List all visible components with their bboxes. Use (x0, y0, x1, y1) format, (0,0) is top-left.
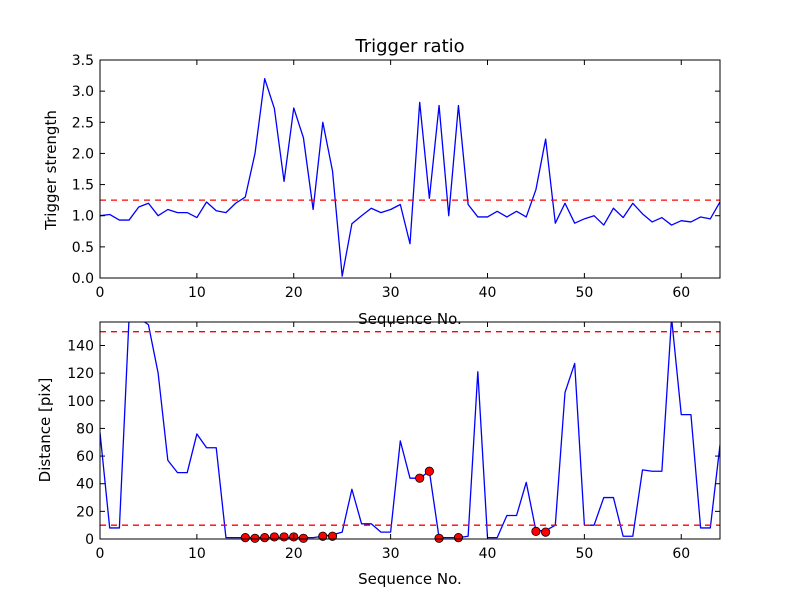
x-axis-label: Sequence No. (358, 570, 462, 588)
x-tick-label: 30 (382, 285, 400, 301)
y-axis-label: Distance [pix] (36, 378, 54, 483)
y-tick-label: 120 (67, 366, 94, 382)
x-tick-label: 50 (575, 546, 593, 562)
y-tick-label: 0.0 (72, 271, 94, 287)
y-tick-label: 0.5 (72, 240, 94, 256)
plot-area (100, 322, 720, 539)
data-point-marker (327, 531, 338, 541)
data-point-marker (415, 473, 425, 483)
data-point-marker (298, 533, 309, 543)
x-tick-label: 10 (188, 285, 206, 301)
data-point-marker (240, 533, 250, 543)
y-tick-label: 60 (76, 449, 94, 465)
axes-frame (99, 321, 721, 540)
axes-frame (99, 59, 721, 279)
y-tick-label: 1.5 (72, 178, 94, 194)
x-tick-label: 50 (575, 285, 593, 301)
x-tick-label: 60 (672, 285, 690, 301)
data-point-marker (434, 533, 444, 543)
x-axis-label: Sequence No. (358, 310, 462, 328)
chart-title: Trigger ratio (354, 36, 464, 57)
series-line (100, 78, 720, 277)
x-tick-label: 20 (285, 546, 303, 562)
x-tick-label: 60 (672, 546, 690, 562)
x-tick-label: 40 (479, 546, 497, 562)
y-tick-label: 2.0 (72, 146, 94, 162)
data-point-marker (260, 533, 270, 543)
y-tick-label: 3.0 (72, 84, 94, 100)
data-point-marker (531, 526, 541, 536)
plot-area (100, 78, 720, 277)
y-tick-label: 40 (76, 477, 94, 493)
plot-marks: 0 10 20 30 40 50 60 0.0 0.5 1.0 1.5 2.0 2.5 3.0 3.5 (72, 53, 721, 301)
y-tick-label: 20 (76, 504, 94, 520)
x-tick-label: 20 (285, 285, 303, 301)
data-point-marker (424, 466, 434, 476)
data-point-marker (269, 532, 279, 542)
plot-marks: 0 10 20 30 40 50 60 0 20 40 60 80 100 120 140 (67, 321, 721, 562)
y-tick-label: 2.5 (72, 115, 94, 131)
y-axis-label: Trigger strength (42, 110, 60, 231)
data-point-marker (250, 533, 260, 543)
y-tick-label: 3.5 (72, 53, 94, 69)
y-tick-label: 80 (76, 421, 94, 437)
y-tick-label: 0 (85, 532, 94, 548)
data-point-marker (318, 531, 328, 541)
series-line (100, 322, 720, 539)
trigger-ratio-panel: Trigger ratio Sequence No. Trigger stren… (42, 36, 721, 328)
y-tick-label: 100 (67, 394, 94, 410)
data-point-marker (541, 527, 551, 537)
x-tick-label: 0 (96, 546, 105, 562)
x-tick-label: 0 (96, 285, 105, 301)
y-tick-label: 140 (67, 338, 94, 354)
y-tick-label: 1.0 (72, 209, 94, 225)
x-tick-label: 40 (479, 285, 497, 301)
data-point-marker (279, 532, 289, 542)
data-point-marker (453, 533, 464, 543)
x-tick-label: 10 (188, 546, 206, 562)
distance-panel: Sequence No. Distance [pix] 0 10 20 30 40 50 6… (36, 321, 721, 588)
x-tick-label: 30 (382, 546, 400, 562)
